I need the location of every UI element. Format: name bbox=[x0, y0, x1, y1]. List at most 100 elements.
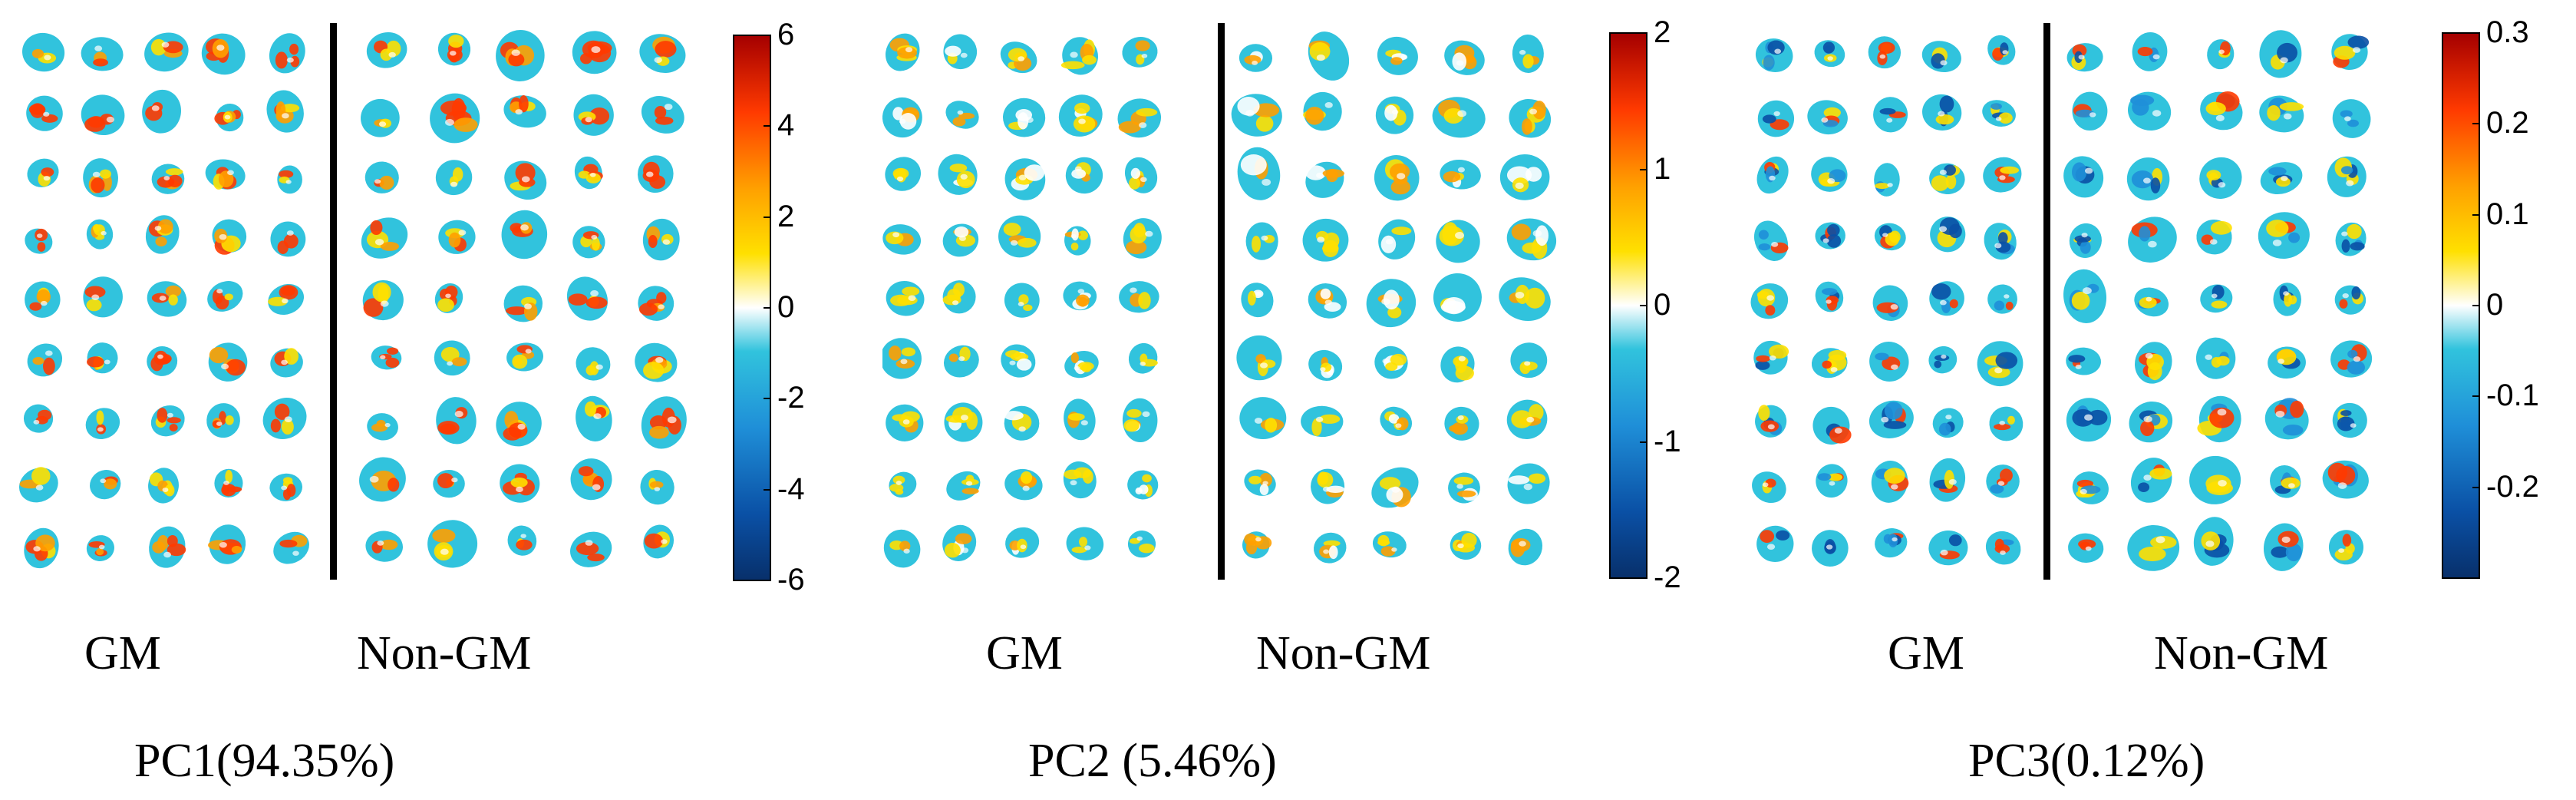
voxel-blob bbox=[1753, 340, 1789, 375]
voxel-blob bbox=[1929, 458, 1966, 502]
group-divider bbox=[330, 23, 337, 580]
voxel-blob bbox=[1752, 471, 1786, 504]
voxel-blob bbox=[150, 405, 185, 437]
voxel-blob bbox=[212, 219, 247, 255]
voxel-blob bbox=[1984, 223, 2017, 260]
voxel-blob bbox=[1245, 222, 1278, 260]
voxel-blob bbox=[2129, 401, 2173, 443]
voxel-blob bbox=[1811, 157, 1848, 192]
voxel-blob bbox=[1874, 223, 1906, 251]
voxel-blob bbox=[2200, 284, 2233, 313]
voxel-blob bbox=[1930, 217, 1966, 253]
voxel-blob bbox=[2063, 156, 2104, 198]
voxel-blob bbox=[361, 98, 400, 137]
voxel-blob bbox=[2207, 39, 2235, 70]
voxel-blob bbox=[1311, 468, 1345, 504]
voxel-blob bbox=[214, 468, 243, 498]
colorbar-tick-label: 0 bbox=[2486, 288, 2504, 322]
voxel-blob bbox=[1873, 97, 1908, 133]
voxel-blob bbox=[1064, 226, 1091, 256]
colorbar-tick-label: 0.1 bbox=[2486, 197, 2529, 231]
voxel-blob bbox=[2134, 287, 2169, 317]
voxel-blob bbox=[83, 158, 118, 198]
voxel-blob bbox=[2331, 34, 2370, 71]
colorbar-tick bbox=[764, 398, 771, 400]
voxel-blob bbox=[1241, 283, 1274, 318]
voxel-blob bbox=[500, 464, 540, 503]
voxel-blob bbox=[1065, 157, 1103, 194]
voxel-blob bbox=[2066, 398, 2112, 442]
voxel-blob bbox=[938, 154, 978, 195]
voxel-blob bbox=[942, 280, 976, 314]
voxel-blob bbox=[2066, 43, 2103, 72]
voxel-blob bbox=[1124, 157, 1158, 193]
voxel-blob bbox=[946, 471, 981, 501]
voxel-blob bbox=[2072, 471, 2109, 504]
voxel-blob bbox=[882, 224, 922, 255]
voxel-blob bbox=[2327, 156, 2367, 197]
voxel-blob bbox=[496, 402, 542, 447]
voxel-blob bbox=[572, 226, 605, 259]
voxel-blob bbox=[2193, 517, 2234, 566]
voxel-blob bbox=[2332, 402, 2367, 438]
blob-grid-pc2 bbox=[882, 31, 1557, 568]
voxel-blob bbox=[147, 281, 187, 317]
colorbar-tick-label: 2 bbox=[777, 199, 795, 233]
colorbar-tick bbox=[764, 35, 771, 36]
colorbar-tick bbox=[1640, 32, 1648, 34]
voxel-blob bbox=[1811, 348, 1848, 379]
voxel-blob bbox=[1987, 284, 2017, 314]
voxel-blob bbox=[201, 33, 246, 75]
voxel-blob bbox=[2260, 162, 2303, 194]
voxel-blob bbox=[1932, 408, 1964, 438]
voxel-blob bbox=[1987, 35, 2016, 65]
voxel-blob bbox=[433, 470, 465, 498]
colorbar-tick-label: 0.2 bbox=[2486, 106, 2529, 140]
voxel-blob bbox=[1812, 406, 1852, 445]
voxel-blob bbox=[26, 95, 63, 131]
voxel-blob bbox=[437, 32, 471, 66]
voxel-blob bbox=[1983, 157, 2022, 193]
voxel-blob bbox=[1060, 37, 1098, 75]
voxel-blob bbox=[1499, 154, 1550, 200]
colorbar-tick bbox=[764, 216, 771, 218]
voxel-blob bbox=[1874, 163, 1900, 197]
voxel-blob bbox=[1929, 163, 1965, 195]
voxel-blob bbox=[359, 457, 406, 502]
voxel-blob bbox=[885, 157, 922, 191]
voxel-blob bbox=[2332, 99, 2371, 138]
voxel-blob bbox=[1508, 528, 1542, 566]
voxel-blob bbox=[18, 467, 58, 503]
voxel-blob bbox=[371, 345, 402, 370]
colorbar-tick-label: -1 bbox=[1654, 424, 1681, 458]
voxel-blob bbox=[2328, 530, 2364, 565]
voxel-blob bbox=[2335, 222, 2367, 256]
gm-label: GM bbox=[1888, 627, 1964, 679]
voxel-blob bbox=[2189, 455, 2241, 504]
voxel-blob bbox=[1237, 147, 1281, 200]
voxel-blob bbox=[83, 276, 123, 318]
voxel-blob bbox=[576, 395, 612, 441]
voxel-blob bbox=[364, 161, 399, 193]
voxel-blob bbox=[641, 96, 684, 134]
voxel-blob bbox=[1308, 31, 1350, 81]
colorbar-tick-label: 1 bbox=[1654, 151, 1671, 186]
voxel-blob bbox=[566, 276, 608, 321]
voxel-blob bbox=[2270, 464, 2301, 498]
voxel-blob bbox=[2130, 458, 2172, 503]
voxel-blob bbox=[1305, 161, 1344, 198]
voxel-blob bbox=[361, 217, 408, 259]
voxel-blob bbox=[1242, 531, 1272, 559]
voxel-blob bbox=[942, 223, 979, 257]
blob-grid-pc3 bbox=[1750, 30, 2373, 571]
voxel-blob bbox=[435, 160, 473, 196]
voxel-blob bbox=[2132, 31, 2168, 71]
voxel-blob bbox=[1871, 461, 1909, 503]
colorbar-tick bbox=[2472, 32, 2480, 34]
voxel-blob bbox=[1123, 218, 1162, 259]
colorbar-tick bbox=[2472, 213, 2480, 216]
voxel-blob bbox=[944, 402, 983, 442]
colorbar-tick-label: -2 bbox=[1654, 560, 1681, 594]
voxel-blob bbox=[147, 345, 178, 376]
voxel-blob bbox=[635, 342, 678, 382]
